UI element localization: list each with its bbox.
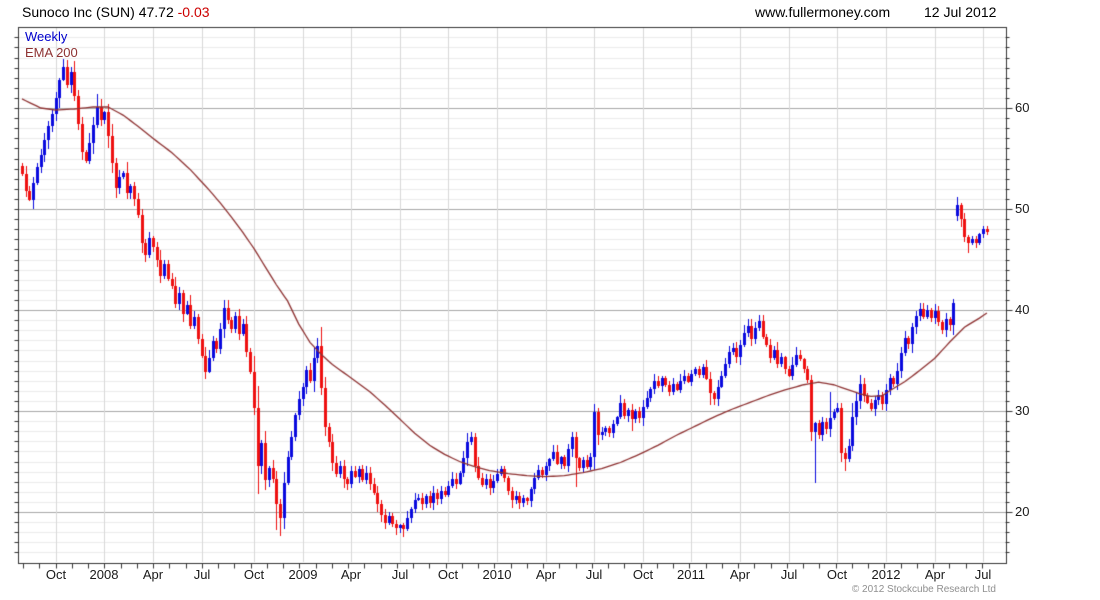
y-axis-label: 30	[1015, 403, 1030, 418]
x-axis-label: Apr	[142, 567, 164, 582]
page-title: Sunoco Inc (SUN) 47.72	[22, 4, 174, 20]
x-axis-label: 2012	[871, 567, 901, 582]
x-axis-label: 2011	[677, 567, 705, 582]
legend-ema: EMA 200	[25, 45, 78, 60]
y-axis-label: 60	[1015, 100, 1030, 115]
chart-date: 12 Jul 2012	[924, 4, 997, 20]
x-axis-label: 2009	[288, 567, 318, 582]
y-axis-label: 50	[1015, 201, 1030, 216]
website-label: www.fullermoney.com	[755, 4, 891, 20]
x-axis-label: Jul	[391, 567, 409, 582]
x-axis-label: Oct	[437, 567, 459, 582]
x-axis-label: Jul	[974, 567, 992, 582]
x-axis-label: 2008	[89, 567, 119, 582]
x-axis-label: 2010	[482, 567, 512, 582]
x-axis-label: Jul	[585, 567, 603, 582]
y-axis-label: 40	[1015, 302, 1030, 317]
copyright-notice: © 2012 Stockcube Research Ltd	[851, 584, 996, 595]
x-axis-label: Oct	[243, 567, 265, 582]
price-change: -0.03	[177, 4, 210, 20]
page-title-row: Sunoco Inc (SUN) 47.72 -0.03	[22, 4, 210, 20]
x-axis-label: Jul	[780, 567, 798, 582]
x-axis-label: Apr	[924, 567, 946, 582]
x-axis-label: Jul	[193, 567, 211, 582]
x-axis-label: Apr	[729, 567, 751, 582]
x-axis-label: Oct	[45, 567, 67, 582]
y-axis-label: 20	[1015, 504, 1030, 519]
x-axis-label: Apr	[340, 567, 362, 582]
legend-timeframe: Weekly	[25, 29, 68, 44]
x-axis-label: Oct	[826, 567, 848, 582]
x-axis-label: Oct	[632, 567, 654, 582]
x-axis-label: Apr	[535, 567, 557, 582]
